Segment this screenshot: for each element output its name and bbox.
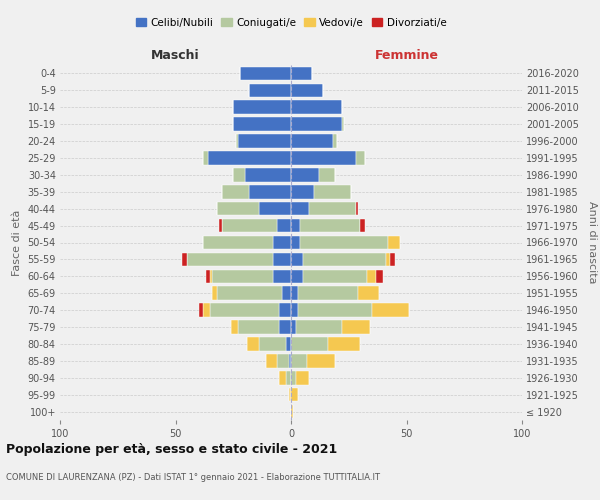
Bar [291,286,298,300]
Bar [291,84,323,97]
Y-axis label: Anni di nascita: Anni di nascita [587,201,598,284]
Bar [300,236,388,250]
Bar [272,270,291,283]
Bar [220,219,222,232]
Bar [356,151,365,164]
Bar [291,100,342,114]
Bar [367,270,376,283]
Bar [386,252,391,266]
Bar [291,304,298,317]
Bar [233,118,291,131]
Bar [291,354,307,368]
Bar [233,100,291,114]
Bar [203,151,208,164]
Bar [300,219,360,232]
Bar [272,236,291,250]
Bar [372,304,409,317]
Text: Femmine: Femmine [374,48,439,62]
Bar [238,320,280,334]
Bar [291,337,328,350]
Bar [342,320,370,334]
Bar [250,185,291,198]
Bar [388,236,400,250]
Bar [259,337,286,350]
Bar [259,202,291,215]
Bar [291,134,332,148]
Bar [328,337,360,350]
Bar [289,388,291,402]
Bar [217,286,282,300]
Bar [296,371,310,384]
Bar [277,219,291,232]
Bar [289,354,291,368]
Bar [291,270,302,283]
Bar [342,118,344,131]
Bar [291,66,312,80]
Bar [291,236,300,250]
Bar [356,202,358,215]
Bar [217,202,259,215]
Bar [280,304,291,317]
Bar [199,304,203,317]
Bar [203,236,272,250]
Bar [310,202,356,215]
Bar [302,270,367,283]
Bar [272,252,291,266]
Bar [307,354,335,368]
Bar [280,320,291,334]
Bar [291,320,296,334]
Bar [212,286,217,300]
Text: COMUNE DI LAURENZANA (PZ) - Dati ISTAT 1° gennaio 2021 - Elaborazione TUTTITALIA: COMUNE DI LAURENZANA (PZ) - Dati ISTAT 1… [6,472,380,482]
Bar [240,66,291,80]
Bar [291,388,298,402]
Bar [208,151,291,164]
Bar [319,168,335,181]
Bar [314,185,351,198]
Bar [277,354,289,368]
Bar [291,118,342,131]
Bar [210,270,212,283]
Bar [233,168,245,181]
Bar [376,270,383,283]
Bar [231,320,238,334]
Bar [238,134,291,148]
Bar [291,202,310,215]
Bar [236,134,238,148]
Bar [291,252,302,266]
Bar [286,337,291,350]
Y-axis label: Fasce di età: Fasce di età [12,210,22,276]
Bar [203,304,210,317]
Bar [212,270,272,283]
Bar [291,151,356,164]
Legend: Celibi/Nubili, Coniugati/e, Vedovi/e, Divorziati/e: Celibi/Nubili, Coniugati/e, Vedovi/e, Di… [131,14,451,32]
Bar [250,84,291,97]
Bar [245,168,291,181]
Bar [360,219,365,232]
Bar [282,286,291,300]
Bar [247,337,259,350]
Bar [332,134,337,148]
Bar [182,252,187,266]
Bar [298,304,372,317]
Bar [187,252,272,266]
Bar [286,371,291,384]
Bar [298,286,358,300]
Bar [291,405,293,418]
Bar [280,371,286,384]
Bar [291,371,296,384]
Bar [291,219,300,232]
Bar [296,320,342,334]
Text: Maschi: Maschi [151,48,200,62]
Bar [206,270,210,283]
Bar [222,185,250,198]
Bar [391,252,395,266]
Bar [302,252,386,266]
Text: Popolazione per età, sesso e stato civile - 2021: Popolazione per età, sesso e stato civil… [6,442,337,456]
Bar [291,185,314,198]
Bar [210,304,280,317]
Bar [266,354,277,368]
Bar [358,286,379,300]
Bar [222,219,277,232]
Bar [291,168,319,181]
